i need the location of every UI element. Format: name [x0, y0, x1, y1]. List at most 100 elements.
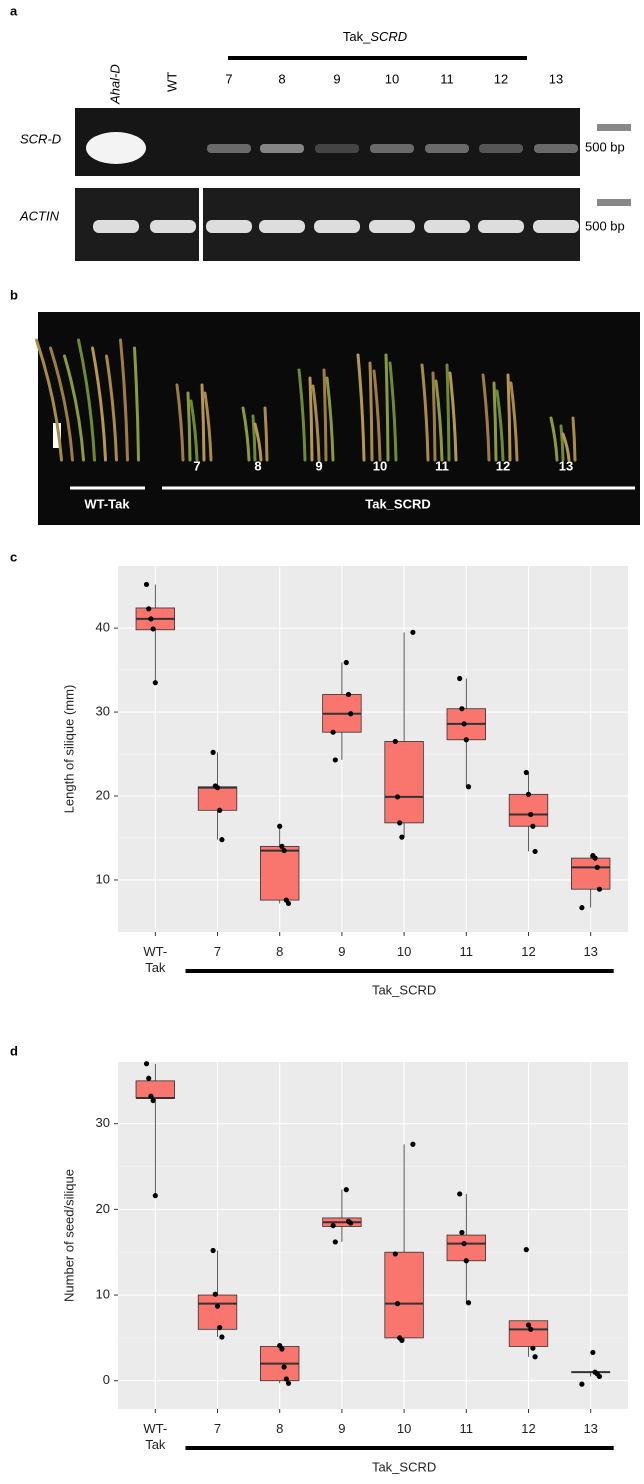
gel-band — [424, 220, 470, 233]
gel-band — [369, 220, 415, 233]
silique — [119, 338, 129, 462]
data-point — [463, 737, 469, 743]
gel-splice — [199, 188, 203, 261]
data-point — [285, 1380, 292, 1386]
group-label-prefix: Tak_ — [343, 29, 371, 44]
row-label: SCR-D — [20, 131, 61, 146]
panel-label: b — [10, 287, 18, 302]
gel-band — [314, 220, 360, 233]
data-point — [330, 1223, 336, 1229]
box — [197, 1294, 238, 1330]
line-label: 9 — [315, 458, 322, 473]
silique — [297, 368, 307, 462]
silique — [203, 391, 213, 462]
plot-panel — [118, 1062, 628, 1409]
silique — [311, 384, 321, 462]
x-tick-label: 11 — [459, 1421, 474, 1436]
lane-label: 13 — [549, 71, 563, 86]
data-point — [461, 721, 467, 727]
silique — [91, 346, 107, 462]
box — [571, 857, 611, 890]
lane-label: 10 — [385, 71, 399, 86]
x-tick-label: 12 — [521, 944, 536, 959]
data-point — [219, 837, 225, 843]
data-point — [345, 691, 352, 698]
y-tick-label: 30 — [96, 1115, 110, 1130]
x-tick-label: 8 — [276, 944, 284, 959]
lane-label: 7 — [225, 71, 232, 86]
data-point — [281, 847, 287, 854]
data-point — [410, 629, 416, 635]
silique — [35, 338, 63, 462]
silique — [263, 406, 269, 462]
data-point — [596, 1373, 603, 1380]
line-label: 11 — [435, 458, 449, 473]
lane-label: WT — [164, 72, 179, 92]
silique — [175, 383, 185, 462]
x-tick-label: WT-Tak — [143, 944, 168, 975]
silique — [63, 354, 85, 462]
gel-scr-d — [75, 108, 580, 176]
group-label: Tak_SCRD — [372, 982, 436, 997]
data-point — [579, 1381, 585, 1387]
silique — [251, 414, 257, 462]
x-tick-label: 10 — [396, 1421, 412, 1436]
data-point — [143, 581, 150, 588]
lane-label: 12 — [494, 71, 508, 86]
data-point — [523, 1247, 529, 1253]
plot-panel — [118, 566, 628, 932]
data-point — [459, 706, 465, 712]
lane-label: 8 — [278, 71, 285, 86]
data-point — [596, 886, 603, 892]
silique — [420, 363, 430, 462]
gel-band — [478, 220, 524, 233]
data-point — [343, 1187, 349, 1193]
silique — [372, 369, 382, 462]
data-point — [281, 1364, 287, 1370]
data-point — [530, 1345, 536, 1351]
gel-band — [206, 220, 252, 233]
y-axis-title: Number of seed/silique — [61, 1169, 76, 1302]
x-tick-label: 9 — [338, 1421, 346, 1436]
data-point — [457, 1191, 463, 1197]
y-tick-label: 40 — [96, 620, 110, 635]
data-point — [399, 834, 405, 840]
lane-label: 9 — [333, 71, 340, 86]
data-point — [579, 905, 585, 911]
x-tick-label: 13 — [583, 1421, 598, 1436]
silique — [445, 363, 451, 462]
data-point — [394, 1301, 401, 1307]
data-point — [214, 1303, 221, 1309]
x-tick-label: WT-Tak — [143, 1421, 168, 1452]
data-point — [348, 711, 354, 717]
silique — [186, 391, 192, 462]
x-tick-label: 8 — [276, 1421, 284, 1436]
silique — [388, 361, 398, 462]
data-point — [217, 807, 223, 813]
data-point — [394, 794, 401, 800]
x-tick-label: 7 — [213, 1421, 222, 1436]
scale-bar — [53, 423, 61, 448]
group-label-italic: SCRD — [370, 29, 407, 44]
silique — [189, 399, 199, 462]
data-point — [457, 675, 463, 682]
gel-band — [315, 144, 359, 153]
silique — [308, 376, 314, 462]
data-point — [410, 1141, 416, 1147]
data-point — [148, 616, 154, 622]
line-label: 10 — [373, 458, 387, 473]
silique — [509, 381, 519, 462]
line-label: 7 — [193, 458, 200, 473]
gel-band — [370, 144, 414, 153]
silique — [431, 371, 437, 462]
data-point — [150, 626, 156, 632]
gel-band — [93, 220, 139, 233]
y-tick-label: 10 — [96, 1286, 110, 1301]
gel-band — [207, 144, 251, 153]
line-label: 13 — [559, 458, 573, 473]
data-point — [332, 1239, 338, 1245]
size-marker-label: 500 bp — [585, 218, 625, 233]
data-point — [146, 606, 152, 612]
silique — [241, 406, 251, 462]
